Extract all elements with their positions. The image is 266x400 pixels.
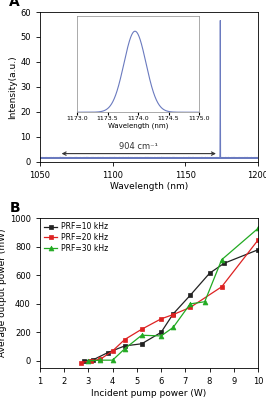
PRF=10 kHz [82,358,85,363]
PRF=10 kHz [160,330,163,335]
PRF=10 kHz [256,247,260,252]
PRF=10 kHz [208,271,211,276]
PRF=30 kHz [99,358,102,362]
PRF=10 kHz [140,341,143,346]
Line: PRF=10 kHz: PRF=10 kHz [81,247,260,363]
PRF=10 kHz [106,350,109,355]
Text: A: A [9,0,20,9]
PRF=20 kHz [172,312,175,317]
PRF=10 kHz [222,261,226,266]
PRF=10 kHz [189,293,192,298]
PRF=20 kHz [160,316,163,321]
X-axis label: Incident pump power (W): Incident pump power (W) [91,389,207,398]
PRF=20 kHz [140,327,143,332]
PRF=20 kHz [99,357,102,362]
PRF=20 kHz [220,284,223,289]
PRF=20 kHz [111,348,114,353]
Text: 904 cm⁻¹: 904 cm⁻¹ [119,142,158,151]
PRF=20 kHz [123,337,126,342]
PRF=30 kHz [203,299,206,304]
PRF=10 kHz [172,312,175,316]
PRF=30 kHz [160,334,163,338]
PRF=10 kHz [92,357,95,362]
X-axis label: Wavelength (nm): Wavelength (nm) [110,182,188,191]
PRF=30 kHz [140,333,143,338]
PRF=20 kHz [80,360,83,365]
Line: PRF=20 kHz: PRF=20 kHz [79,238,260,365]
PRF=30 kHz [111,358,114,362]
PRF=20 kHz [189,305,192,310]
PRF=20 kHz [89,358,92,363]
Line: PRF=30 kHz: PRF=30 kHz [86,226,260,363]
Text: B: B [9,202,20,216]
Legend: PRF=10 kHz, PRF=20 kHz, PRF=30 kHz: PRF=10 kHz, PRF=20 kHz, PRF=30 kHz [42,221,109,254]
PRF=30 kHz [123,346,126,351]
PRF=10 kHz [123,344,126,348]
PRF=30 kHz [172,325,175,330]
Y-axis label: Intensity(a.u.): Intensity(a.u.) [9,55,18,119]
PRF=30 kHz [256,226,260,231]
PRF=20 kHz [256,238,260,242]
Y-axis label: Average output power (mW): Average output power (mW) [0,229,7,358]
PRF=30 kHz [87,358,90,363]
PRF=30 kHz [189,302,192,306]
PRF=30 kHz [220,257,223,262]
